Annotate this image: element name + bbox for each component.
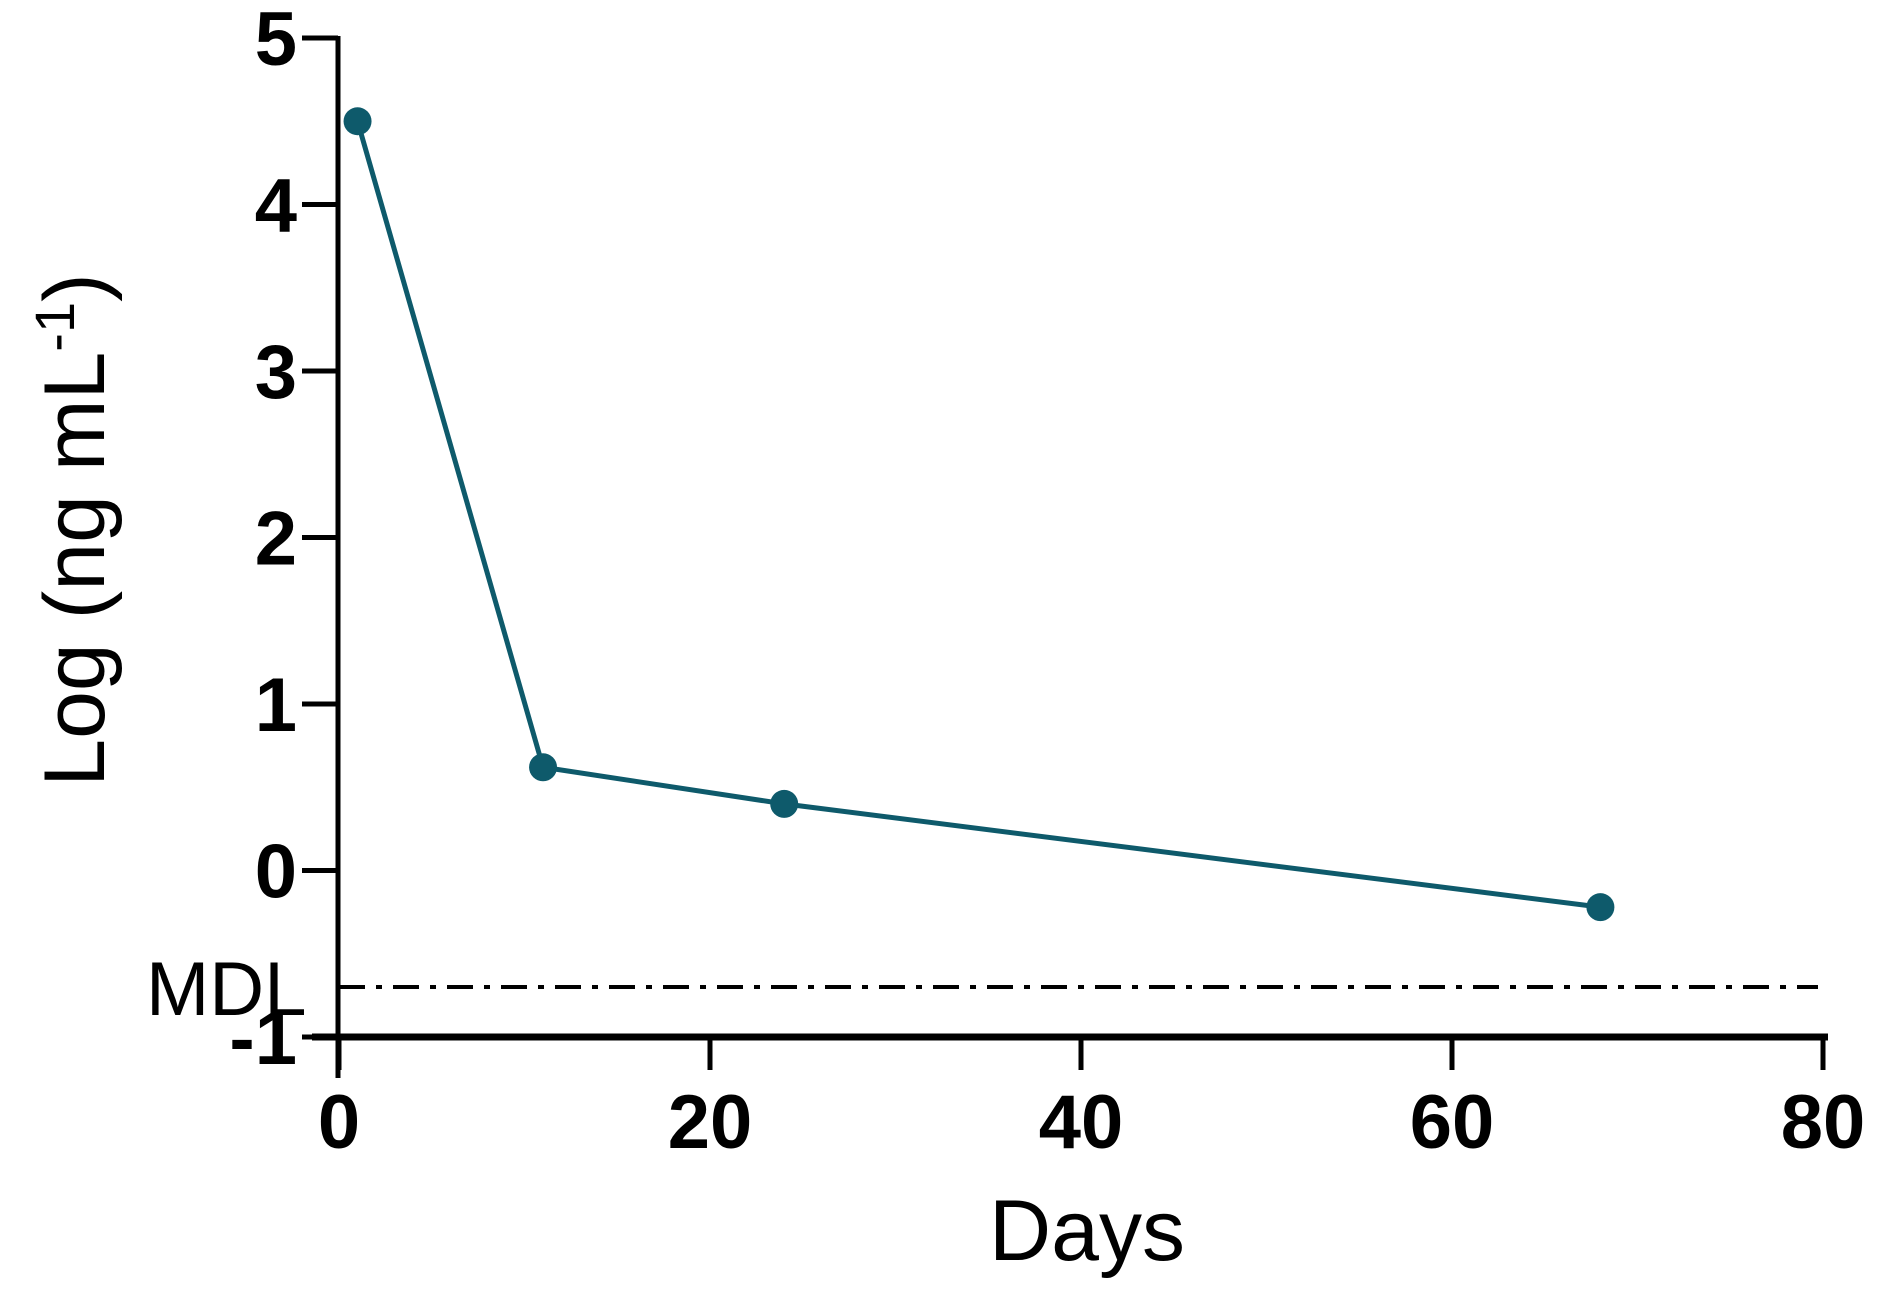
y-tick-label: -1 [229, 996, 297, 1081]
x-axis-title: Days [989, 1183, 1185, 1279]
y-tick-label: 2 [255, 497, 297, 582]
y-tick-label: 0 [255, 830, 297, 915]
x-tick-label: 60 [1410, 1080, 1495, 1165]
y-tick-label: 4 [255, 164, 297, 249]
data-point [770, 789, 799, 818]
y-tick-label: 3 [255, 330, 297, 415]
y-axis-title: Log (ng mL-1) [23, 273, 123, 786]
data-point [343, 107, 372, 136]
x-tick-label: 40 [1039, 1080, 1124, 1165]
x-tick-label: 80 [1781, 1080, 1866, 1165]
mdl-label: MDL [146, 947, 306, 1032]
x-tick-label: 20 [668, 1080, 753, 1165]
data-line [355, 120, 1601, 910]
x-tick-label: 0 [318, 1080, 360, 1165]
data-point [529, 753, 558, 782]
y-tick-label: 1 [255, 663, 297, 748]
y-tick-label: 5 [255, 0, 297, 82]
data-point [1586, 893, 1615, 922]
